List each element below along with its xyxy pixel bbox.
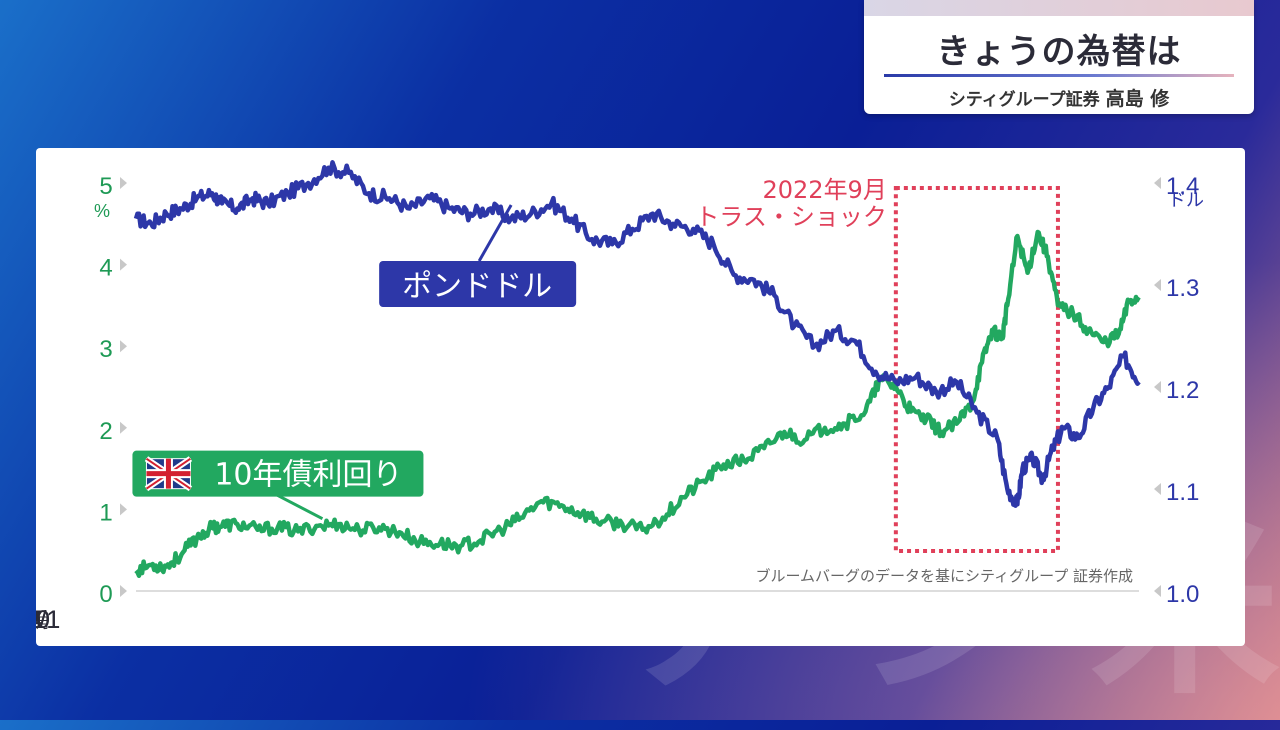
left-tick-label: 5 [99,173,112,200]
left-tick-label: 3 [99,336,112,363]
title-divider [884,74,1234,77]
x-tick-label: 10 [36,606,50,634]
yield-label-bg [132,450,424,497]
left-tick-label: 4 [99,255,112,282]
right-tick-marker [1154,585,1161,597]
left-tick-marker [120,340,127,353]
guest-company: シティグループ証券 [948,90,1100,110]
yield-label-leader [271,491,324,521]
right-tick-label: 1.0 [1166,581,1199,608]
series-line-yield [134,229,1141,579]
guest-caption: シティグループ証券 高島 修 [864,84,1254,111]
x-tick-label: 7 [36,606,43,634]
series-line-gbpusd [133,160,1141,508]
yield-label-text: 10年債利回り [214,458,402,493]
left-tick-label: 2 [99,418,112,445]
chart-svg: 012345%1.01.11.21.31.4ドル21/1471022/14710… [36,160,1204,634]
x-tick-label: 22/1 [36,606,60,634]
gbpusd-label-bg [379,261,577,307]
chart-panel: 012345%1.01.11.21.31.4ドル21/1471022/14710… [36,148,1245,646]
x-tick-label: 4 [36,606,43,634]
right-tick-label: 1.3 [1166,275,1199,302]
annotation-line2: トラス・ショック [695,203,887,231]
title-top-bar [864,0,1254,16]
x-tick-label: 4 [36,606,43,634]
guest-name: 高島 修 [1105,88,1170,110]
uk-flag-cross-red [146,458,191,489]
left-tick-label: 1 [99,499,112,526]
left-tick-marker [120,421,127,434]
right-tick-label: 1.1 [1166,479,1199,506]
right-axis-unit: ドル [1168,190,1204,211]
right-tick-marker [1154,177,1161,189]
right-tick-label: 1.2 [1166,377,1199,404]
left-tick-label: 0 [99,581,112,608]
left-axis-unit: % [94,201,110,221]
program-title-box: きょうの為替は シティグループ証券 高島 修 [864,0,1254,114]
gbpusd-label-text: ポンドドル [402,269,552,304]
x-tick-label: 7 [36,606,43,634]
truss-shock-box [893,186,1060,553]
right-tick-marker [1154,483,1161,495]
left-tick-marker [120,503,127,516]
program-title: きょうの為替は [936,32,1182,72]
left-tick-marker [120,585,127,597]
x-tick-label: 21/1 [36,606,60,634]
annotation-line1: 2022年9月 [762,176,886,204]
right-tick-marker [1154,279,1161,291]
x-tick-suffix: 月 [36,616,50,632]
gbpusd-label-leader [477,204,513,262]
left-tick-marker [120,177,127,189]
right-tick-label: 1.4 [1166,173,1199,200]
left-tick-marker [120,258,127,271]
x-tick-label: 10 [36,606,50,634]
source-note: ブルームバーグのデータを基にシティグループ 証券作成 [755,567,1133,585]
right-tick-marker [1154,381,1161,393]
